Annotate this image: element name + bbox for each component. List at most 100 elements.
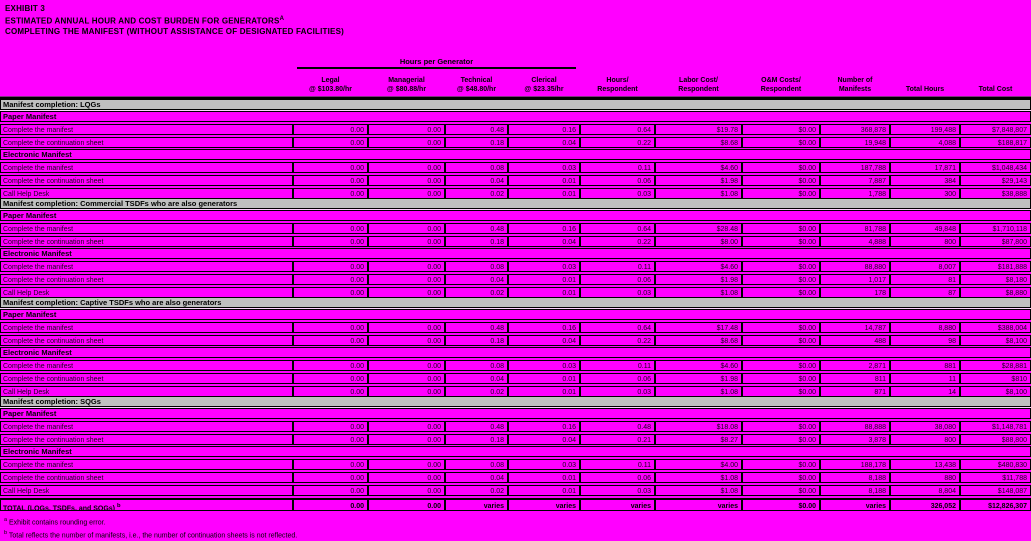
column-header-line2: Respondent bbox=[678, 85, 719, 93]
table-row: Complete the manifest 0.00 0.00 0.08 0.03 0.1… bbox=[0, 161, 1031, 173]
data-cell: 800 bbox=[890, 433, 960, 445]
row-label: Complete the manifest bbox=[0, 359, 293, 371]
data-cell: $0.00 bbox=[742, 123, 820, 135]
section-header: Manifest completion: LQGs bbox=[0, 99, 1031, 110]
header-rule bbox=[0, 95, 1031, 100]
total-cell: 0.00 bbox=[293, 498, 368, 511]
exhibit-subtitle-1: ESTIMATED ANNUAL HOUR AND COST BURDEN FO… bbox=[5, 16, 285, 26]
data-cell: 8,804 bbox=[890, 484, 960, 496]
column-header-line1: Legal bbox=[321, 76, 340, 84]
column-header: Legal @ $103.80/hr bbox=[293, 69, 368, 96]
data-cell: 0.00 bbox=[368, 458, 445, 470]
exhibit-number: EXHIBIT 3 bbox=[5, 4, 46, 13]
footnotes: a Exhibit contains rounding error. b Tot… bbox=[4, 515, 1031, 541]
data-cell: 0.00 bbox=[368, 359, 445, 371]
data-cell: $188,817 bbox=[960, 136, 1031, 148]
data-cell: $1.08 bbox=[655, 286, 742, 298]
data-cell: 0.00 bbox=[368, 433, 445, 445]
table-row: Complete the continuation sheet 0.00 0.00 0… bbox=[0, 334, 1031, 346]
data-cell: 0.02 bbox=[445, 484, 508, 496]
row-label: Call Help Desk bbox=[0, 484, 293, 496]
data-cell: 0.00 bbox=[368, 273, 445, 285]
data-cell: 8,880 bbox=[890, 321, 960, 333]
data-cell: $1.98 bbox=[655, 174, 742, 186]
data-cell: 0.04 bbox=[508, 433, 580, 445]
data-cell: $28,881 bbox=[960, 359, 1031, 371]
data-cell: $0.00 bbox=[742, 420, 820, 432]
row-label: Complete the manifest bbox=[0, 260, 293, 272]
data-cell: 0.01 bbox=[508, 174, 580, 186]
data-cell: $18.08 bbox=[655, 420, 742, 432]
data-cell: 0.18 bbox=[445, 433, 508, 445]
group-header: Electronic Manifest bbox=[0, 346, 1031, 358]
data-cell: 0.00 bbox=[368, 372, 445, 384]
data-cell: $4.60 bbox=[655, 161, 742, 173]
data-cell: 0.00 bbox=[293, 385, 368, 397]
data-cell: 0.22 bbox=[580, 136, 655, 148]
data-cell: 4,888 bbox=[820, 235, 890, 247]
data-cell: $181,888 bbox=[960, 260, 1031, 272]
column-header-line2: @ $103.80/hr bbox=[308, 85, 353, 93]
column-header: O&M Costs/Respondent bbox=[742, 69, 820, 96]
data-cell: 14 bbox=[890, 385, 960, 397]
row-label: Complete the continuation sheet bbox=[0, 471, 293, 483]
table-header: Hours per Generator Legal @ $103.80/hr Man… bbox=[0, 57, 1031, 100]
data-cell: 0.00 bbox=[293, 372, 368, 384]
data-cell: 178 bbox=[820, 286, 890, 298]
data-cell: 0.08 bbox=[445, 260, 508, 272]
data-cell: $88,800 bbox=[960, 433, 1031, 445]
total-cell: varies bbox=[508, 498, 580, 511]
data-cell: 0.01 bbox=[508, 286, 580, 298]
total-cell: 0.00 bbox=[368, 498, 445, 511]
total-cell: varies bbox=[580, 498, 655, 511]
data-cell: 0.03 bbox=[508, 161, 580, 173]
total-cell: $12,826,307 bbox=[960, 498, 1031, 511]
data-cell: $0.00 bbox=[742, 433, 820, 445]
group-header: Electronic Manifest bbox=[0, 247, 1031, 259]
data-cell: 0.00 bbox=[293, 161, 368, 173]
column-header: Technical @ $48.80/hr bbox=[445, 69, 508, 96]
data-cell: $38,888 bbox=[960, 187, 1031, 199]
data-cell: 0.00 bbox=[293, 273, 368, 285]
data-cell: 0.00 bbox=[293, 484, 368, 496]
data-cell: 0.11 bbox=[580, 359, 655, 371]
table-row: Complete the manifest 0.00 0.00 0.48 0.16 0.4… bbox=[0, 420, 1031, 432]
data-cell: 0.00 bbox=[293, 260, 368, 272]
data-cell: 87 bbox=[890, 286, 960, 298]
data-cell: 0.04 bbox=[445, 471, 508, 483]
header-row: Legal @ $103.80/hr Managerial @ $80.88/hr Te… bbox=[0, 69, 1031, 96]
data-cell: $8.00 bbox=[655, 235, 742, 247]
data-cell: $1,048,434 bbox=[960, 161, 1031, 173]
data-cell: 0.01 bbox=[508, 385, 580, 397]
table-row: Complete the continuation sheet 0.00 0.00 0… bbox=[0, 433, 1031, 445]
data-cell: 0.00 bbox=[293, 321, 368, 333]
group-header: Paper Manifest bbox=[0, 407, 1031, 419]
group-header: Electronic Manifest bbox=[0, 445, 1031, 457]
table-row: Complete the continuation sheet 0.00 0.00 0… bbox=[0, 372, 1031, 384]
data-cell: 0.03 bbox=[508, 359, 580, 371]
data-cell: 0.11 bbox=[580, 161, 655, 173]
table-row: Complete the manifest 0.00 0.00 0.08 0.03 0.1… bbox=[0, 359, 1031, 371]
header-spacer bbox=[0, 69, 293, 96]
data-cell: 3,878 bbox=[820, 433, 890, 445]
data-cell: 38,080 bbox=[890, 420, 960, 432]
table-row: Complete the continuation sheet 0.00 0.00 0… bbox=[0, 471, 1031, 483]
data-cell: $0.00 bbox=[742, 136, 820, 148]
row-label: Complete the continuation sheet bbox=[0, 174, 293, 186]
data-cell: 8,188 bbox=[820, 484, 890, 496]
data-cell: $4.60 bbox=[655, 359, 742, 371]
data-cell: 0.00 bbox=[368, 334, 445, 346]
row-label: Complete the continuation sheet bbox=[0, 273, 293, 285]
column-header: Total Hours bbox=[890, 69, 960, 96]
data-cell: $0.00 bbox=[742, 334, 820, 346]
data-cell: 0.01 bbox=[508, 471, 580, 483]
data-cell: 0.48 bbox=[445, 222, 508, 234]
data-cell: 300 bbox=[890, 187, 960, 199]
data-cell: $8,100 bbox=[960, 385, 1031, 397]
group-header: Paper Manifest bbox=[0, 308, 1031, 320]
data-cell: 0.00 bbox=[368, 420, 445, 432]
footnote-b: b Total reflects the number of manifests… bbox=[4, 529, 298, 540]
row-label: Complete the manifest bbox=[0, 458, 293, 470]
data-cell: $0.00 bbox=[742, 385, 820, 397]
data-cell: 0.11 bbox=[580, 260, 655, 272]
